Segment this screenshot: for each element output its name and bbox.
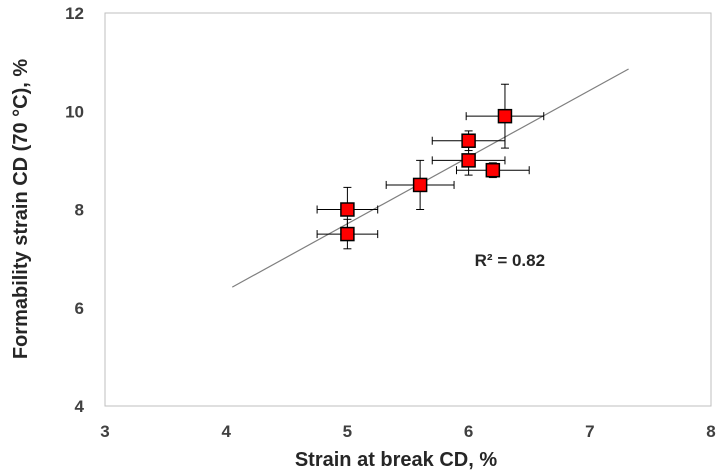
data-point <box>340 226 355 242</box>
x-tick-label: 7 <box>585 422 594 441</box>
data-point <box>461 133 476 148</box>
trendline <box>231 68 629 288</box>
y-tick-labels: 4 6 8 10 12 <box>65 4 84 416</box>
data-point <box>497 108 513 124</box>
data-point <box>461 153 476 168</box>
y-axis-title: Formability strain CD (70 °C), % <box>10 59 32 359</box>
x-tick-label: 3 <box>100 422 109 441</box>
data-point <box>485 162 501 178</box>
x-axis-title: Strain at break CD, % <box>295 449 498 471</box>
y-tick-label: 4 <box>75 397 85 416</box>
x-tick-label: 5 <box>343 422 352 441</box>
x-tick-label: 6 <box>464 422 473 441</box>
x-tick-label: 8 <box>706 422 715 441</box>
data-markers <box>340 108 513 242</box>
r-squared-annotation: R² = 0.82 <box>475 251 545 270</box>
data-point <box>412 177 428 193</box>
plot-area-frame <box>104 12 712 407</box>
y-tick-label: 12 <box>65 4 84 23</box>
x-tick-labels: 3 4 5 6 7 8 <box>100 422 715 441</box>
y-tick-label: 10 <box>65 102 84 121</box>
data-point <box>340 202 355 217</box>
y-tick-label: 6 <box>75 299 84 318</box>
x-tick-label: 4 <box>221 422 231 441</box>
y-tick-label: 8 <box>75 201 84 220</box>
